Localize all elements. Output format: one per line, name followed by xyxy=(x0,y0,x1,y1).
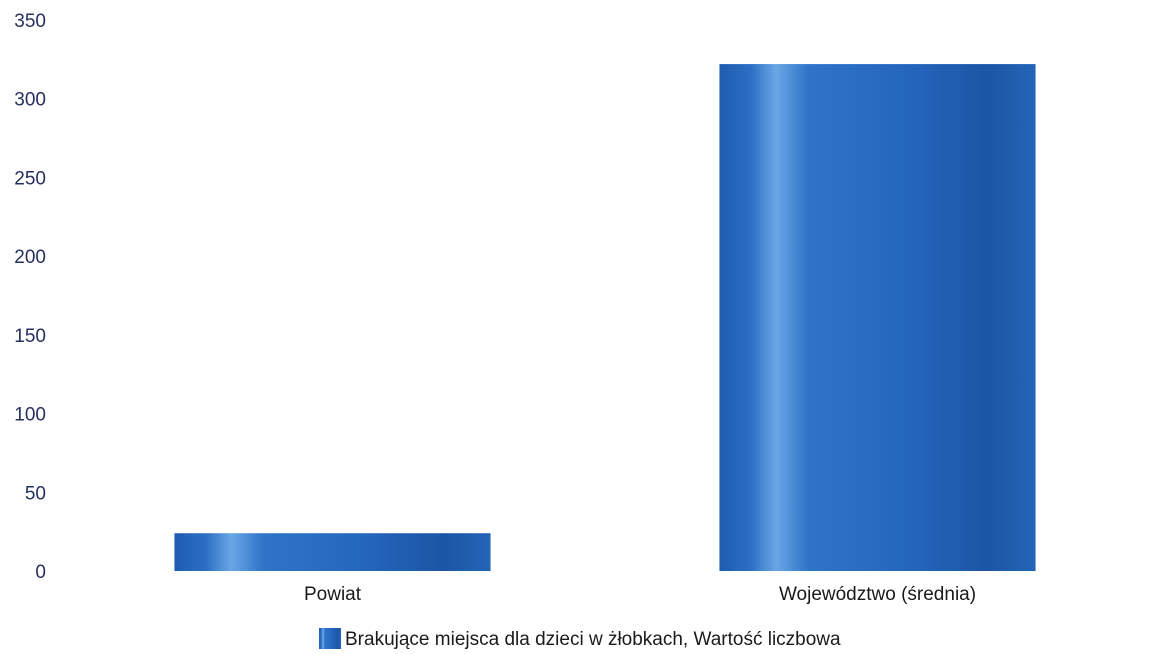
y-tick-label: 350 xyxy=(14,11,46,32)
legend-swatch xyxy=(319,628,341,649)
x-axis-labels: Powiat Województwo (średnia) xyxy=(304,584,976,605)
y-tick-label: 150 xyxy=(14,326,46,347)
x-category-label: Powiat xyxy=(304,584,362,605)
legend-label: Brakujące miejsca dla dzieci w żłobkach,… xyxy=(345,629,841,650)
legend: Brakujące miejsca dla dzieci w żłobkach,… xyxy=(319,628,841,650)
y-tick-label: 250 xyxy=(14,168,46,189)
y-tick-label: 300 xyxy=(14,90,46,111)
y-axis-ticks: 0 50 100 150 200 250 300 350 xyxy=(14,11,46,583)
y-tick-label: 0 xyxy=(35,562,46,583)
y-tick-label: 50 xyxy=(25,483,46,504)
y-tick-label: 100 xyxy=(14,405,46,426)
y-tick-label: 200 xyxy=(14,247,46,268)
x-category-label: Województwo (średnia) xyxy=(779,584,976,605)
bar-1 xyxy=(719,64,1036,571)
bar-0 xyxy=(174,533,491,571)
bars-group xyxy=(174,64,1036,571)
